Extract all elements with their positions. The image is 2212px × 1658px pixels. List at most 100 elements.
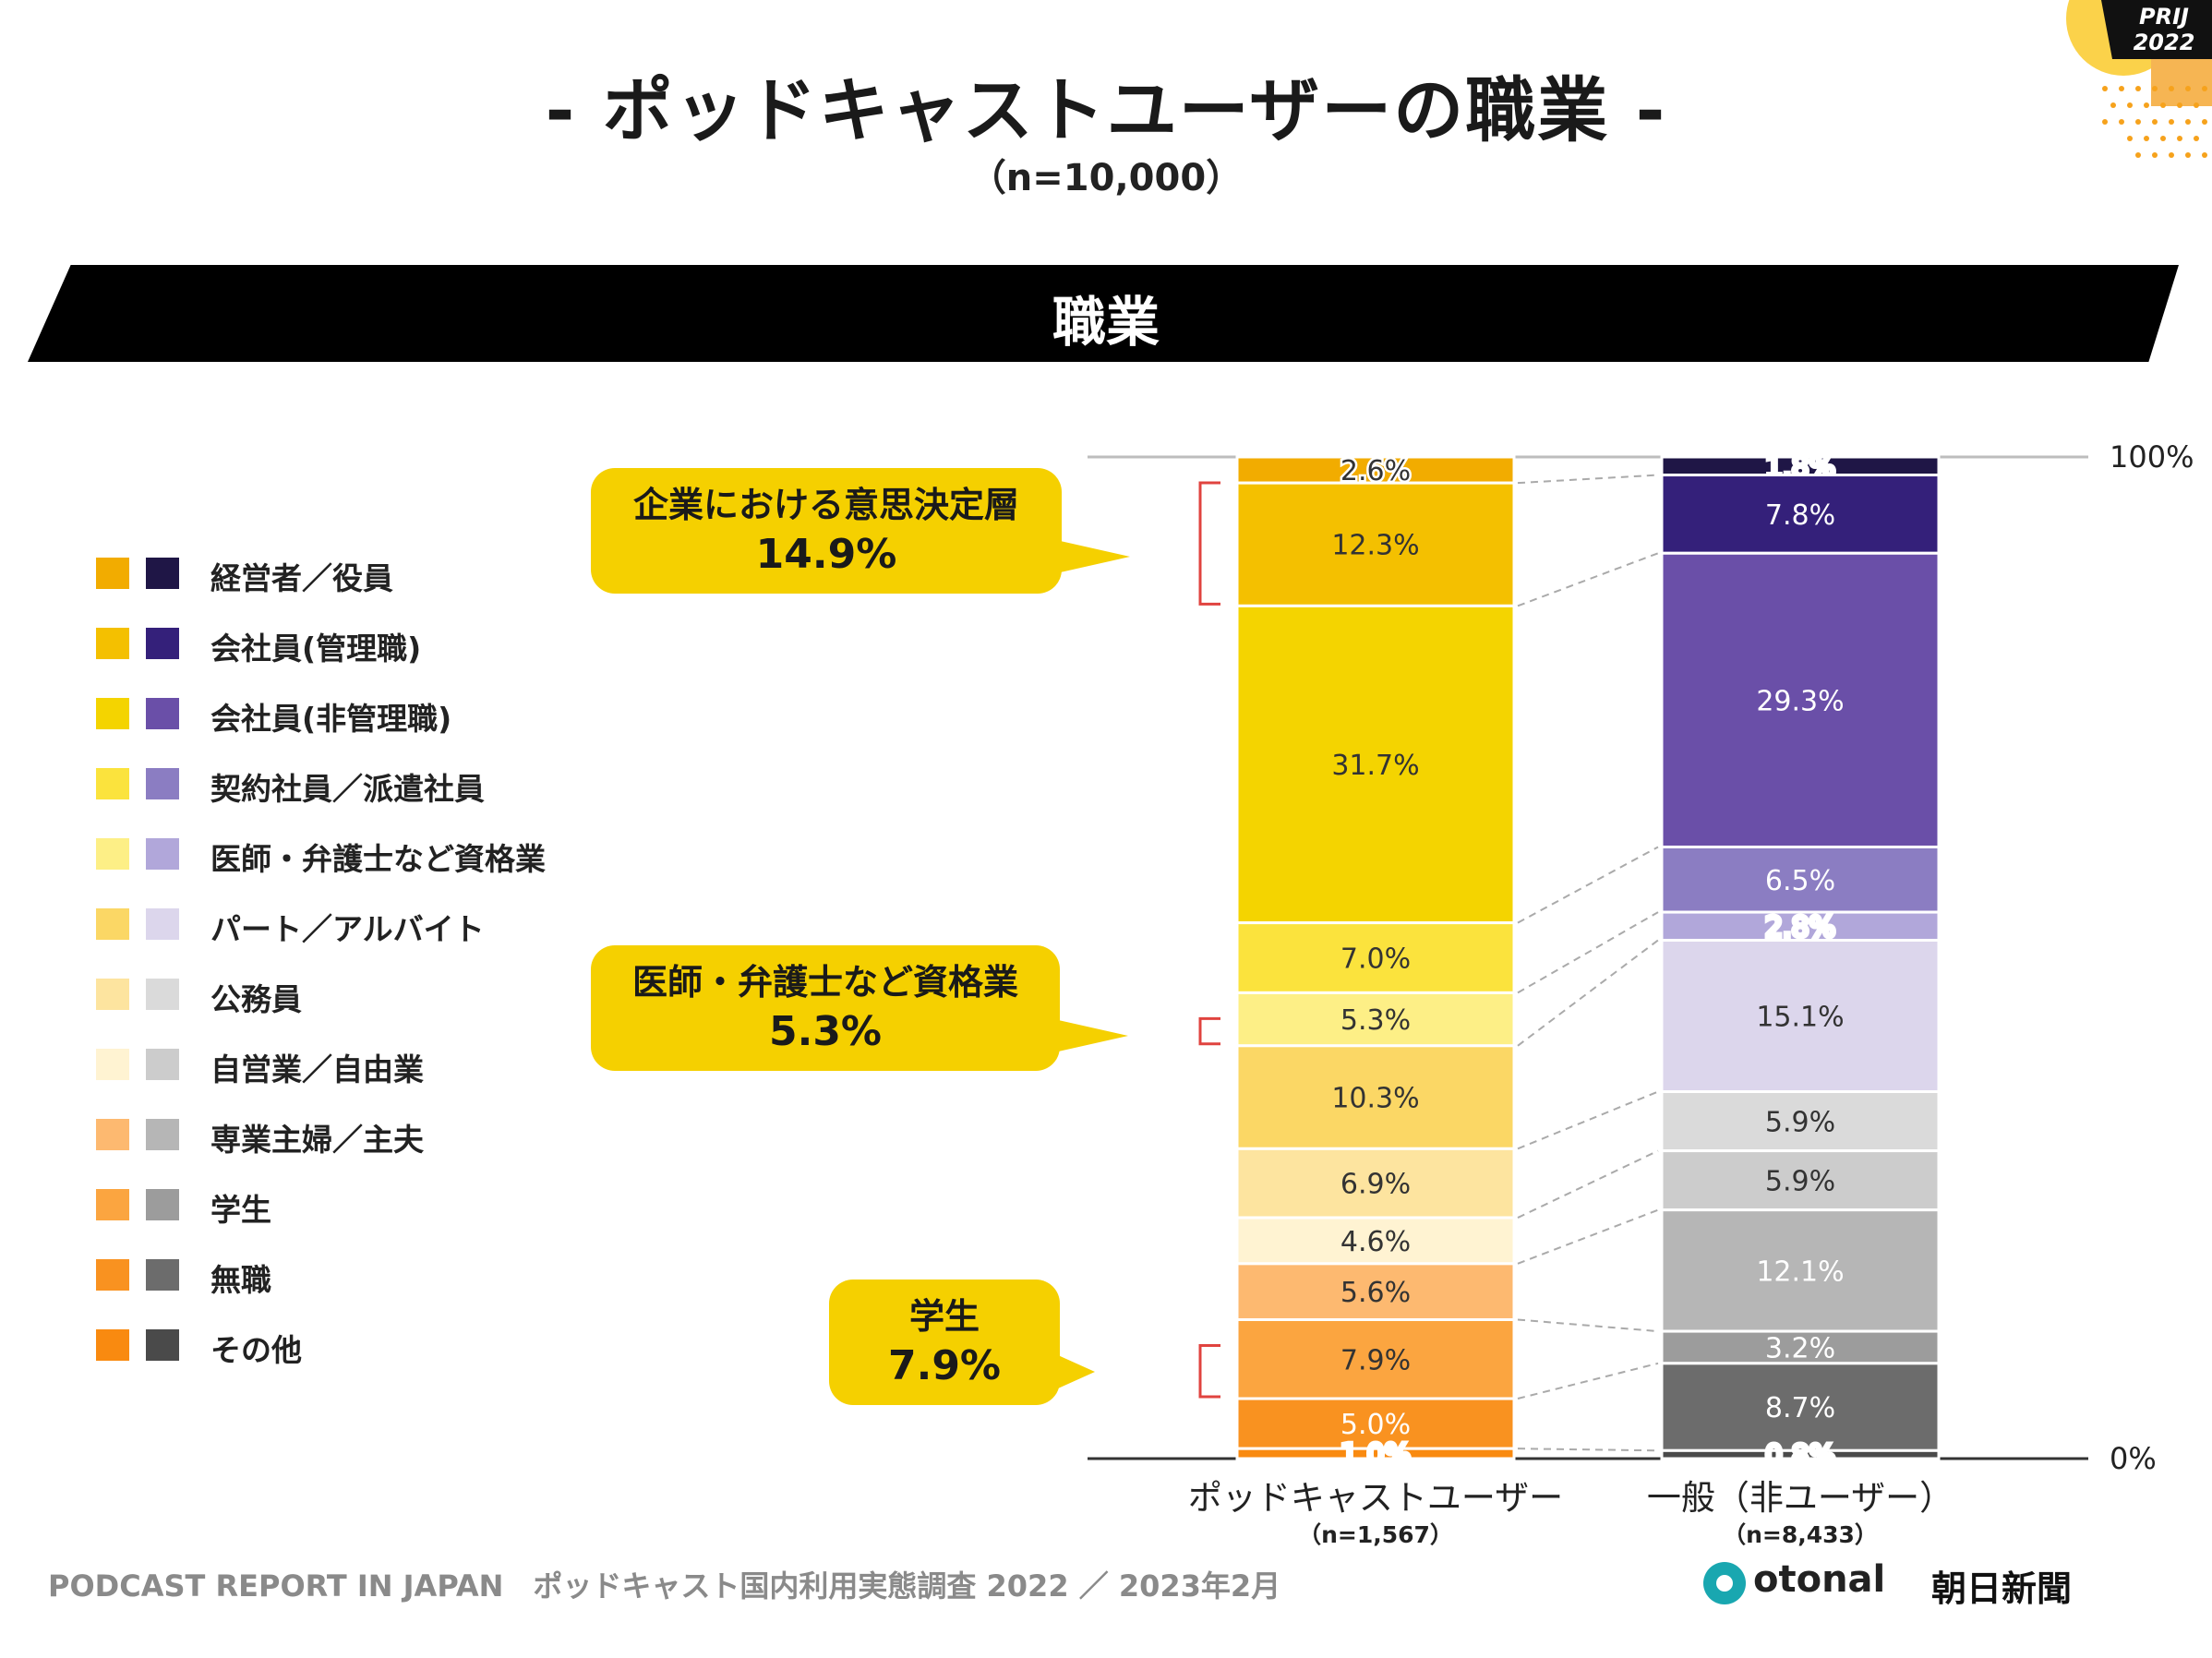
bar-segment bbox=[1660, 1448, 1941, 1460]
highlight-bracket bbox=[1198, 1016, 1220, 1046]
legend-swatch-general bbox=[146, 1259, 179, 1291]
legend-swatch-general bbox=[146, 908, 179, 940]
legend-label: 会社員(管理職) bbox=[210, 631, 422, 667]
segment-connector bbox=[1517, 939, 1659, 1047]
y-tick-label: 0% bbox=[2110, 1441, 2157, 1476]
segment-connector bbox=[1517, 1318, 1659, 1333]
segment-connector bbox=[1517, 1149, 1659, 1219]
bar-segment-label: 10.3% bbox=[1331, 1083, 1419, 1115]
bar-segment-label: 5.6% bbox=[1340, 1277, 1411, 1309]
bar-segment-label: 7.8% bbox=[1765, 499, 1835, 532]
legend-swatch-general bbox=[146, 1329, 179, 1361]
callout-tail bbox=[1054, 1019, 1128, 1052]
segment-connectors bbox=[1517, 474, 1659, 1452]
legend-swatch-user bbox=[96, 698, 129, 729]
bar-segment-label: 29.3% bbox=[1756, 685, 1844, 717]
bar-segment bbox=[1235, 1317, 1516, 1400]
legend-label: 経営者／役員 bbox=[210, 560, 393, 596]
x-category-sample-size: （n=8,433） bbox=[1723, 1521, 1878, 1548]
bar-segment bbox=[1660, 551, 1941, 848]
legend-label: 学生 bbox=[210, 1192, 271, 1228]
legend-label: 公務員 bbox=[210, 981, 302, 1017]
legend-label: パート／アルバイト bbox=[210, 911, 485, 947]
bar-segment bbox=[1660, 1208, 1941, 1333]
chart-bars: 2.6%12.3%31.7%7.0%5.3%10.3%6.9%4.6%5.6%7… bbox=[1235, 449, 1941, 1474]
bar-segment-label: 5.9% bbox=[1765, 1166, 1835, 1198]
legend-label: 医師・弁護士など資格業 bbox=[210, 841, 546, 877]
badge-line2: 2022 bbox=[2134, 30, 2195, 55]
asahi-logo: 朝日新聞 bbox=[1931, 1568, 2073, 1609]
callout-title: 学生 bbox=[908, 1296, 980, 1337]
bar-segment-label: 0.8% bbox=[1765, 1440, 1835, 1472]
bar-segment bbox=[1660, 845, 1941, 914]
callout-value: 5.3% bbox=[768, 1008, 883, 1055]
sample-size-subtitle: （n=10,000） bbox=[968, 157, 1244, 199]
otonal-logo-text: otonal bbox=[1753, 1558, 1886, 1601]
legend-swatch-user bbox=[96, 1049, 129, 1080]
segment-connector bbox=[1517, 1208, 1659, 1265]
prij-badge: PRIJ 2022 bbox=[2066, 0, 2212, 158]
segment-connector bbox=[1517, 474, 1659, 485]
callout-licensed-professions: 医師・弁護士など資格業 5.3% bbox=[591, 945, 1128, 1071]
bar-segment bbox=[1235, 1147, 1516, 1219]
bar-segment-label: 7.0% bbox=[1340, 943, 1411, 976]
bar-segment-label: 6.9% bbox=[1340, 1169, 1411, 1201]
bar-segment-label: 5.9% bbox=[1765, 1107, 1835, 1139]
segment-connector bbox=[1517, 1362, 1659, 1400]
bar-segment bbox=[1235, 1397, 1516, 1450]
callout-tail bbox=[1056, 540, 1130, 573]
legend-swatch-general bbox=[146, 1189, 179, 1220]
page-title: - ポッドキャストユーザーの職業 - bbox=[545, 69, 1667, 151]
bar-segment bbox=[1235, 1044, 1516, 1150]
bar-segment bbox=[1660, 1149, 1941, 1212]
bar-segment-label: 5.0% bbox=[1340, 1409, 1411, 1441]
bar-segment bbox=[1235, 604, 1516, 925]
section-header-band bbox=[28, 265, 2179, 362]
legend-swatch-user bbox=[96, 1329, 129, 1361]
legend-swatch-general bbox=[146, 698, 179, 729]
y-tick-label: 100% bbox=[2110, 439, 2194, 475]
legend-swatch-general bbox=[146, 768, 179, 799]
segment-connector bbox=[1517, 552, 1659, 607]
bar-segment-label: 7.9% bbox=[1340, 1344, 1411, 1376]
legend-label: 無職 bbox=[210, 1262, 271, 1298]
legend-swatch-user bbox=[96, 768, 129, 799]
bar-segment bbox=[1660, 1362, 1941, 1452]
bar-segment-label: 6.5% bbox=[1765, 865, 1835, 897]
bar-segment-label: 8.7% bbox=[1765, 1392, 1835, 1424]
segment-connector bbox=[1517, 911, 1659, 994]
legend-label: 自営業／自由業 bbox=[210, 1051, 424, 1087]
x-category-label: 一般（非ユーザー） bbox=[1647, 1478, 1954, 1518]
callout-title: 医師・弁護士など資格業 bbox=[631, 962, 1018, 1003]
badge-black-tag bbox=[2101, 0, 2212, 59]
bar-segment bbox=[1235, 481, 1516, 607]
bar-segment-label: 3.2% bbox=[1765, 1332, 1835, 1364]
callout-decision-makers: 企業における意思決定層 14.9% bbox=[591, 468, 1130, 594]
badge-line1: PRIJ bbox=[2139, 4, 2189, 30]
segment-connector bbox=[1517, 846, 1659, 924]
x-category-label: ポッドキャストユーザー bbox=[1188, 1478, 1563, 1518]
badge-dots bbox=[2102, 86, 2207, 158]
bar-segment-label: 12.1% bbox=[1756, 1256, 1844, 1288]
bar-segment-label: 1.0% bbox=[1340, 1439, 1411, 1472]
chart-axis: 100% 0% ポッドキャストユーザー （n=1,567） 一般（非ユーザー） （n=8,… bbox=[1188, 439, 2194, 1548]
highlight-bracket bbox=[1198, 1343, 1220, 1399]
legend-swatch-user bbox=[96, 1259, 129, 1291]
callout-value: 7.9% bbox=[887, 1342, 1002, 1389]
callout-students: 学生 7.9% bbox=[829, 1280, 1095, 1405]
bar-segment-label: 15.1% bbox=[1756, 1001, 1844, 1033]
otonal-logo-icon bbox=[1703, 1562, 1746, 1604]
highlight-brackets bbox=[1198, 481, 1220, 1399]
x-category-sample-size: （n=1,567） bbox=[1298, 1521, 1453, 1548]
legend-swatch-general bbox=[146, 1119, 179, 1150]
callout-title: 企業における意思決定層 bbox=[632, 485, 1019, 525]
segment-connector bbox=[1517, 1448, 1659, 1452]
legend-label: その他 bbox=[210, 1332, 302, 1368]
bar-segment bbox=[1235, 1447, 1516, 1460]
footer-caption: PODCAST REPORT IN JAPAN ポッドキャスト国内利用実態調査 … bbox=[48, 1568, 1281, 1604]
legend-swatch-user bbox=[96, 838, 129, 870]
legend-swatch-user bbox=[96, 908, 129, 940]
legend-swatch-user bbox=[96, 979, 129, 1010]
bar-segment-label: 31.7% bbox=[1331, 750, 1419, 782]
